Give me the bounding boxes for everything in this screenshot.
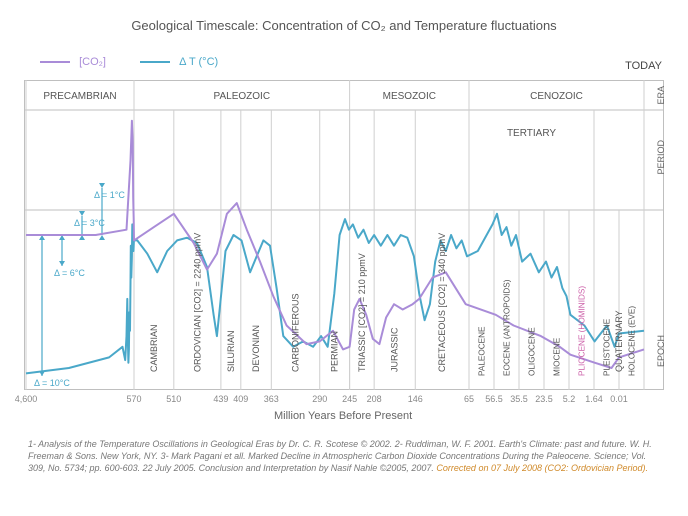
xaxis-tick: 23.5 [535,394,553,404]
row-epoch-label: EPOCH [656,335,666,367]
xaxis-tick: 409 [233,394,248,404]
svg-text:PALEOCENE: PALEOCENE [478,326,487,376]
xaxis-tick: 65 [464,394,474,404]
xaxis-tick: 363 [264,394,279,404]
svg-text:CAMBRIAN: CAMBRIAN [149,324,159,372]
footer-corrected: Corrected on 07 July 2008 (CO2: Ordovici… [436,463,648,473]
svg-text:HOLOCENE (EVE): HOLOCENE (EVE) [628,306,637,376]
footer-citation: 1- Analysis of the Temperature Oscillati… [28,438,660,474]
row-period-label: PERIOD [656,140,666,175]
delta-label: Δ = 3°C [74,218,105,228]
xaxis-tick: 35.5 [510,394,528,404]
xaxis-tick: 290 [312,394,327,404]
svg-text:CARBONIFEROUS: CARBONIFEROUS [291,293,301,372]
svg-text:TRIASSIC [CO2] = 210 ppmV: TRIASSIC [CO2] = 210 ppmV [357,253,367,372]
xaxis-title: Million Years Before Present [274,410,412,422]
svg-text:CRETACEOUS [CO2] = 340 ppmV: CRETACEOUS [CO2] = 340 ppmV [437,233,447,372]
svg-text:OLIGOCENE: OLIGOCENE [528,327,537,376]
legend-dt-label: Δ T (°C) [179,56,218,68]
xaxis-tick: 0.01 [610,394,628,404]
xaxis-tick: 510 [166,394,181,404]
svg-text:CENOZOIC: CENOZOIC [530,91,583,102]
svg-text:PALEOZOIC: PALEOZOIC [214,91,271,102]
page: { "title":"Geological Timescale: Concent… [0,0,688,516]
svg-text:SILURIAN: SILURIAN [226,330,236,372]
delta-label: Δ = 1°C [94,190,125,200]
svg-text:MESOZOIC: MESOZOIC [383,91,436,102]
svg-text:PERMIAN: PERMIAN [330,331,340,372]
legend: [CO₂] Δ T (°C) [40,56,218,68]
svg-text:ORDOVICIAN [CO2] = 2240 ppmV: ORDOVICIAN [CO2] = 2240 ppmV [192,233,202,372]
xaxis-left: 4,600 [15,394,38,404]
svg-text:TERTIARY: TERTIARY [507,128,556,139]
svg-text:EOCENE (ANTROPOIDS): EOCENE (ANTROPOIDS) [503,279,512,376]
xaxis-tick: 146 [408,394,423,404]
xaxis-tick: 570 [126,394,141,404]
xaxis-tick: 1.64 [585,394,603,404]
svg-text:QUATERNARY: QUATERNARY [614,310,624,372]
xaxis-tick: 208 [367,394,382,404]
svg-text:JURASSIC: JURASSIC [390,327,400,372]
svg-text:PLEISTOCENE: PLEISTOCENE [603,318,612,376]
chart-area: PRECAMBRIAN PALEOZOIC MESOZOIC CENOZOIC CAMB… [24,80,664,390]
svg-text:PLIOCENE (HOMINIDS): PLIOCENE (HOMINIDS) [578,286,587,376]
svg-text:DEVONIAN: DEVONIAN [251,325,261,372]
svg-text:PRECAMBRIAN: PRECAMBRIAN [43,91,116,102]
today-label: TODAY [625,60,662,72]
xaxis-tick: 56.5 [485,394,503,404]
legend-co2-label: [CO₂] [79,56,106,68]
row-era-label: ERA [656,86,666,105]
delta-label: Δ = 6°C [54,268,85,278]
xaxis-tick: 5.2 [563,394,576,404]
xaxis-tick: 439 [213,394,228,404]
xaxis-tick: 245 [342,394,357,404]
chart-title: Geological Timescale: Concentration of C… [0,18,688,33]
svg-text:MIOCENE: MIOCENE [553,337,562,376]
chart-svg: PRECAMBRIAN PALEOZOIC MESOZOIC CENOZOIC CAMB… [24,80,664,390]
delta-label: Δ = 10°C [34,378,70,388]
